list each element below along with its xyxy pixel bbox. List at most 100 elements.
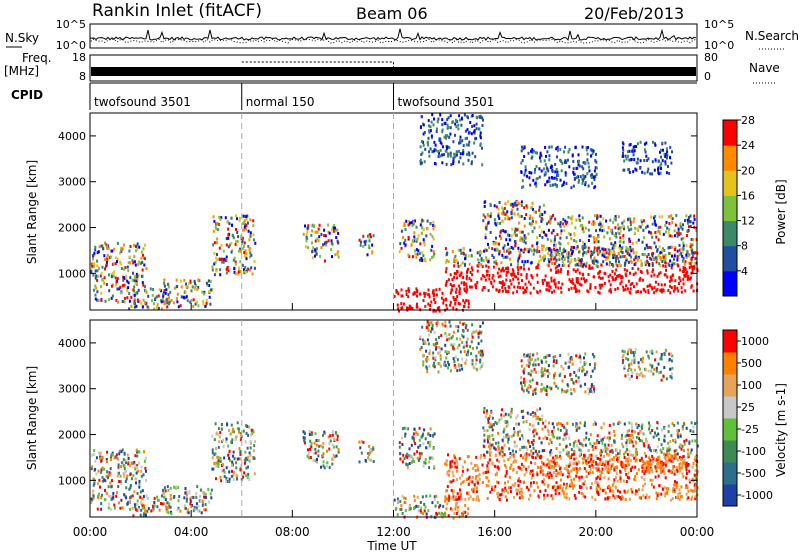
range-gate-cell: [553, 458, 556, 462]
range-gate-cell: [167, 506, 169, 510]
range-gate-cell: [517, 259, 520, 263]
range-gate-cell: [651, 454, 654, 458]
range-gate-cell: [232, 454, 235, 458]
range-gate-cell: [660, 450, 663, 454]
range-gate-cell: [657, 437, 660, 441]
range-gate-cell: [475, 455, 478, 459]
range-gate-cell: [481, 116, 484, 120]
range-gate-cell: [596, 489, 599, 493]
range-gate-cell: [302, 232, 305, 236]
range-gate-cell: [604, 446, 607, 450]
range-gate-cell: [120, 461, 123, 465]
range-gate-cell: [315, 439, 318, 442]
range-gate-cell: [214, 225, 217, 229]
range-gate-cell: [422, 140, 425, 144]
range-gate-cell: [627, 459, 629, 463]
range-gate-cell: [530, 274, 533, 277]
range-gate-cell: [474, 283, 477, 287]
range-gate-cell: [543, 493, 545, 497]
range-gate-cell: [456, 270, 459, 274]
range-gate-cell: [482, 471, 485, 475]
range-gate-cell: [467, 299, 470, 303]
range-gate-cell: [169, 290, 172, 294]
range-gate-cell: [514, 233, 517, 237]
range-gate-cell: [551, 422, 554, 426]
range-gate-cell: [594, 159, 597, 163]
range-gate-cell: [243, 254, 246, 258]
range-gate-cell: [128, 507, 131, 511]
range-gate-cell: [639, 496, 642, 500]
range-gate-cell: [690, 249, 693, 253]
range-gate-cell: [451, 120, 454, 124]
range-gate-cell: [146, 509, 149, 513]
range-gate-cell: [628, 247, 631, 251]
range-gate-cell: [645, 466, 648, 470]
range-gate-cell: [553, 282, 556, 286]
range-gate-cell: [460, 482, 462, 486]
range-gate-cell: [691, 495, 694, 499]
range-gate-cell: [645, 440, 648, 443]
range-gate-cell: [99, 274, 102, 278]
range-gate-cell: [578, 441, 581, 445]
range-gate-cell: [581, 165, 584, 169]
range-gate-cell: [530, 261, 533, 265]
range-gate-cell: [551, 290, 554, 294]
range-gate-cell: [596, 434, 599, 438]
range-gate-cell: [544, 489, 547, 493]
colorbar-swatch: [723, 145, 737, 171]
range-gate-cell: [218, 246, 221, 250]
range-gate-cell: [471, 125, 474, 128]
range-gate-cell: [563, 495, 566, 499]
range-gate-cell: [401, 460, 404, 464]
range-gate-cell: [667, 430, 670, 434]
range-gate-cell: [137, 288, 140, 292]
range-gate-cell: [104, 267, 106, 271]
range-gate-cell: [663, 426, 666, 430]
range-gate-cell: [162, 495, 165, 499]
range-gate-cell: [619, 244, 621, 248]
range-gate-cell: [544, 435, 547, 439]
range-gate-cell: [529, 445, 532, 448]
range-gate-cell: [603, 476, 606, 480]
range-gate-cell: [358, 238, 361, 242]
range-gate-cell: [508, 247, 511, 251]
range-gate-cell: [674, 456, 677, 460]
range-gate-cell: [486, 435, 489, 439]
range-gate-cell: [595, 237, 598, 241]
range-gate-cell: [314, 254, 316, 258]
range-gate-cell: [628, 237, 631, 241]
range-gate-cell: [632, 247, 635, 251]
range-gate-cell: [458, 497, 461, 501]
range-gate-cell: [177, 499, 180, 503]
range-gate-cell: [328, 442, 331, 446]
range-gate-cell: [513, 274, 516, 278]
range-gate-cell: [624, 434, 627, 438]
range-gate-cell: [599, 487, 602, 491]
range-gate-cell: [555, 456, 558, 460]
colorbar-tick-label: 16: [741, 189, 755, 202]
range-gate-cell: [678, 253, 681, 257]
range-gate-cell: [110, 471, 113, 475]
range-gate-cell: [185, 282, 188, 286]
range-gate-cell: [482, 321, 484, 325]
range-gate-cell: [676, 231, 679, 235]
range-gate-cell: [488, 450, 491, 454]
range-gate-cell: [678, 491, 681, 495]
range-gate-cell: [149, 287, 152, 291]
range-gate-cell: [595, 152, 597, 156]
range-gate-cell: [680, 447, 683, 451]
range-gate-cell: [512, 455, 515, 459]
range-gate-cell: [554, 182, 557, 186]
range-gate-cell: [333, 224, 336, 227]
range-gate-cell: [596, 247, 599, 251]
range-gate-cell: [95, 286, 98, 290]
range-gate-cell: [502, 255, 505, 259]
range-gate-cell: [196, 287, 199, 291]
range-gate-cell: [107, 485, 110, 489]
range-gate-cell: [645, 493, 648, 497]
range-gate-cell: [531, 201, 534, 205]
range-gate-cell: [483, 286, 486, 289]
range-gate-cell: [103, 467, 105, 471]
range-gate-cell: [689, 277, 691, 281]
range-gate-cell: [676, 452, 679, 456]
